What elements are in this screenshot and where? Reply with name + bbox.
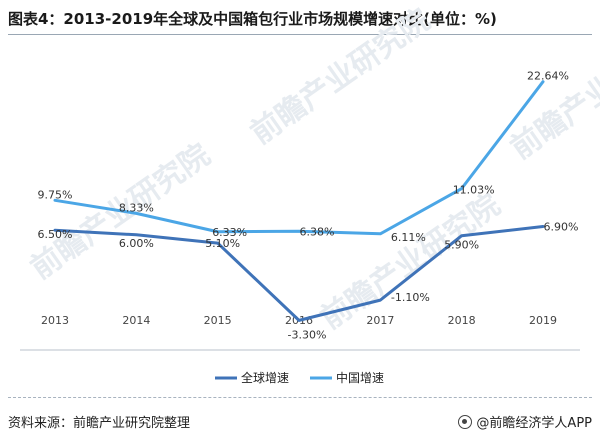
- brand-text: @前瞻经济学人APP: [476, 416, 592, 431]
- watermark-text: 前瞻产业研究院: [315, 187, 507, 336]
- data-label: 11.03%: [453, 184, 495, 197]
- data-labels: 6.50% 6.00% 5.10% -3.30% -1.10% 5.90% 6.90% 9.7…: [38, 70, 579, 342]
- data-label: 6.90%: [544, 221, 579, 234]
- data-label: 6.38%: [300, 225, 335, 238]
- data-label: -1.10%: [391, 291, 430, 304]
- x-tick-label: 2019: [529, 314, 557, 327]
- data-label: 22.64%: [527, 70, 569, 83]
- x-tick-label: 2018: [448, 314, 476, 327]
- data-label: 6.11%: [391, 231, 426, 244]
- data-label: 9.75%: [38, 188, 73, 201]
- watermark-text: 前瞻产业研究院: [245, 2, 437, 151]
- data-label: 5.10%: [205, 237, 240, 250]
- legend-label: 全球增速: [241, 370, 289, 385]
- data-label: 5.90%: [444, 239, 479, 252]
- data-label: 8.33%: [119, 201, 154, 214]
- source-note: 资料来源：前瞻产业研究院整理: [8, 416, 191, 431]
- footer-divider: [8, 397, 592, 398]
- legend: 全球增速 中国增速: [215, 370, 384, 385]
- data-label: 6.50%: [38, 228, 73, 241]
- data-label: 6.33%: [212, 226, 247, 239]
- title-divider: [8, 34, 592, 35]
- x-tick-label: 2013: [41, 314, 69, 327]
- x-tick-label: 2014: [122, 314, 150, 327]
- watermark-text: 前瞻产业研究院: [505, 17, 600, 166]
- chart-title: 图表4：2013-2019年全球及中国箱包行业市场规模增速对比(单位：%): [8, 10, 497, 28]
- x-tick-label: 2015: [204, 314, 232, 327]
- data-label: 6.00%: [119, 237, 154, 250]
- series-lines: [53, 80, 545, 322]
- legend-label: 中国增速: [336, 370, 384, 385]
- brand-logo-icon: [458, 414, 473, 429]
- data-label: -3.30%: [288, 328, 327, 341]
- x-tick-label: 2017: [366, 314, 394, 327]
- brand-credit: @前瞻经济学人APP: [458, 412, 592, 431]
